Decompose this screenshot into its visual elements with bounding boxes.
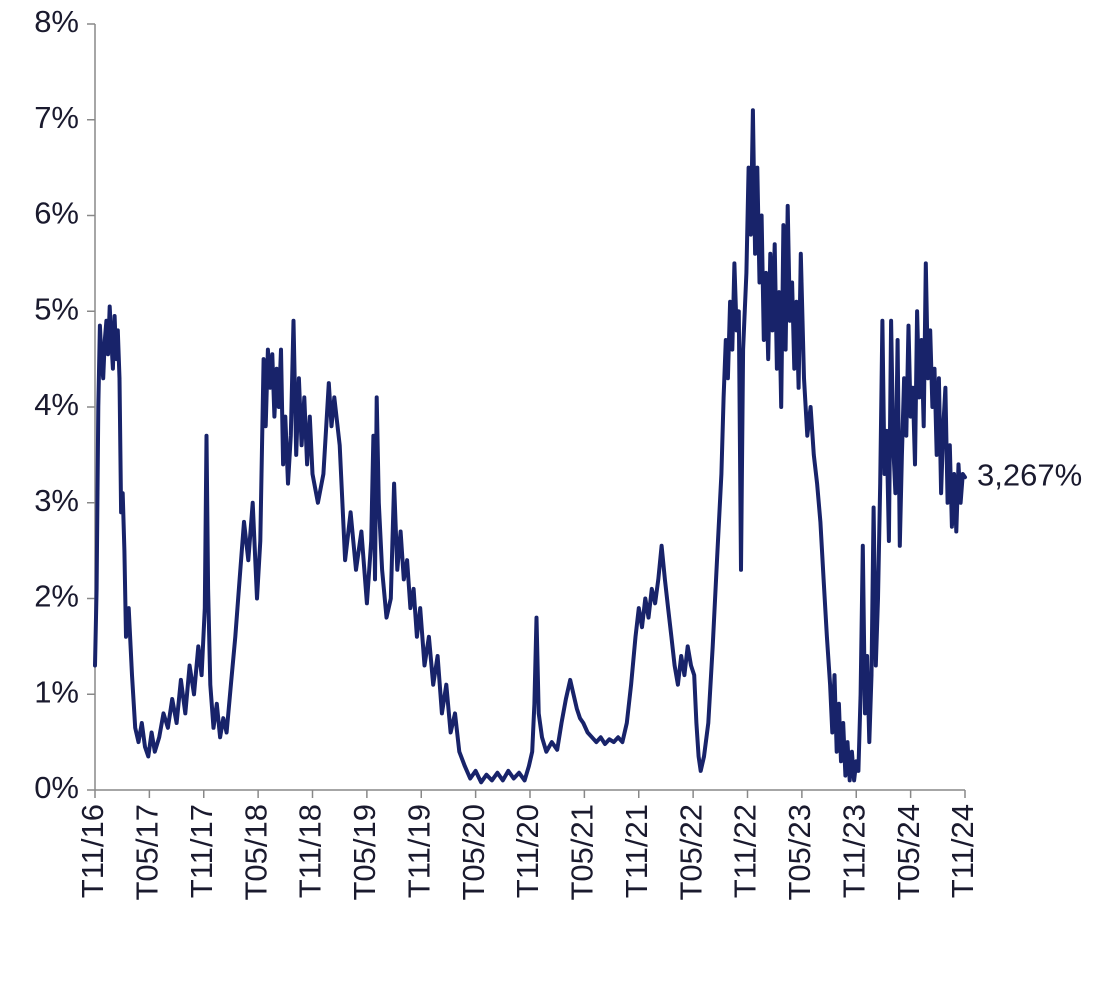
x-tick-label: T11/23 <box>836 804 871 898</box>
x-tick-label: T05/20 <box>456 804 491 901</box>
x-tick-label: T05/17 <box>130 804 165 901</box>
y-tick-label: 3% <box>34 483 79 518</box>
y-tick-label: 1% <box>34 674 79 709</box>
x-tick-label: T11/24 <box>945 804 980 898</box>
x-tick-label: T05/18 <box>238 804 273 901</box>
x-tick-label: T05/21 <box>565 804 600 901</box>
x-tick-label: T11/20 <box>510 804 545 898</box>
y-tick-label: 4% <box>34 387 79 422</box>
x-tick-label: T05/22 <box>673 804 708 901</box>
x-tick-label: T11/19 <box>401 804 436 898</box>
chart-svg: 0% 1% 2% 3% 4% 5% 6% 7% 8% T11/16 T05/17 T11/17 T05/… <box>0 0 1120 990</box>
x-tick-label: T11/18 <box>293 804 328 898</box>
y-tick-label: 0% <box>34 770 79 805</box>
x-tick-label: T05/23 <box>782 804 817 901</box>
line-chart: 0% 1% 2% 3% 4% 5% 6% 7% 8% T11/16 T05/17 T11/17 T05/… <box>0 0 1120 990</box>
x-tick-label: T11/21 <box>619 804 654 898</box>
y-tick-label: 8% <box>34 4 79 39</box>
y-tick-label: 7% <box>34 100 79 135</box>
x-tick-label: T11/16 <box>75 804 110 898</box>
y-tick-label: 6% <box>34 196 79 231</box>
x-tick-label: T05/19 <box>347 804 382 901</box>
end-value-label: 3,267% <box>977 457 1082 492</box>
x-tick-label: T11/22 <box>728 804 763 898</box>
y-tick-label: 5% <box>34 291 79 326</box>
y-tick-label: 2% <box>34 579 79 614</box>
x-tick-label: T05/24 <box>891 804 926 901</box>
x-tick-label: T11/17 <box>184 804 219 898</box>
